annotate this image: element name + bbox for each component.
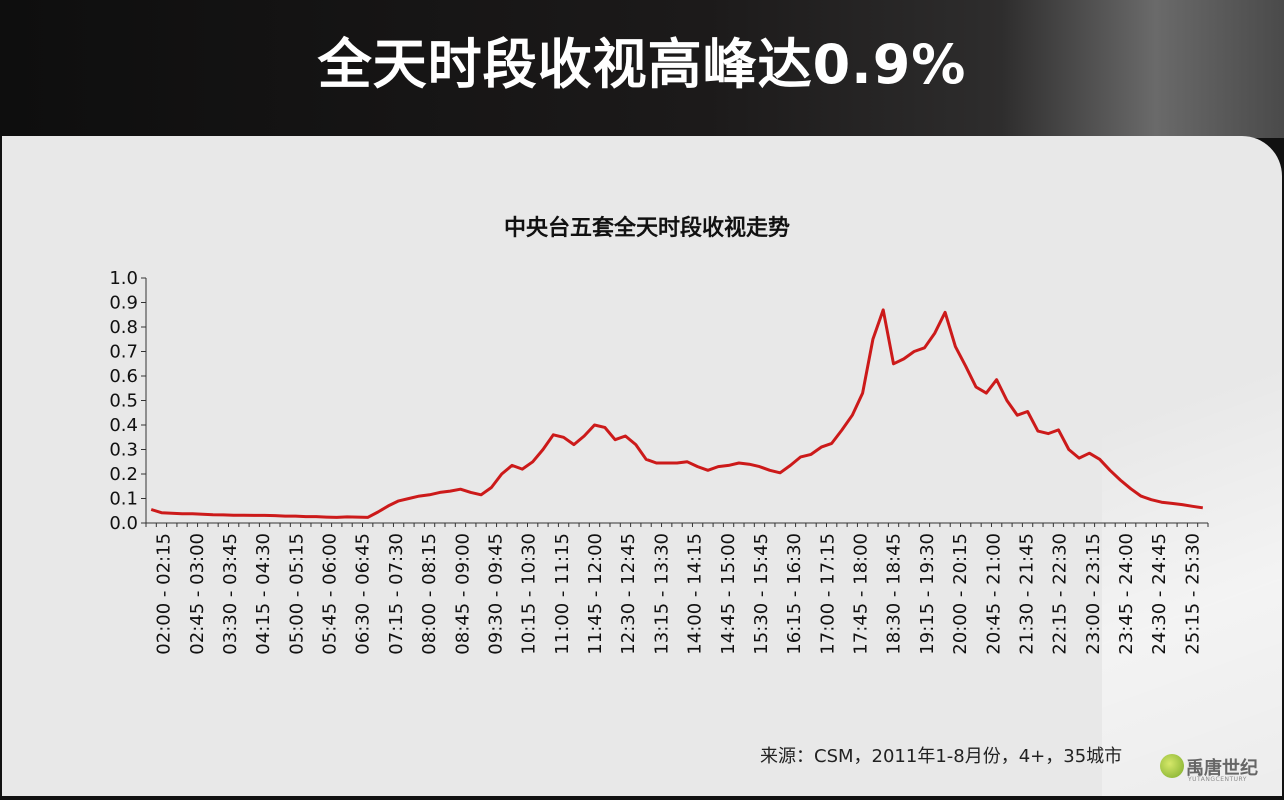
y-tick-label: 0.3 [109, 440, 138, 461]
x-tick-label: 14:45 - 15:00 [718, 533, 739, 655]
x-tick-label: 13:15 - 13:30 [651, 533, 672, 655]
source-note: 来源：CSM，2011年1-8月份，4+，35城市 [760, 746, 1123, 767]
x-tick-label: 23:45 - 24:00 [1116, 533, 1137, 655]
x-tick-label: 17:00 - 17:15 [817, 533, 838, 655]
x-tick-label: 02:00 - 02:15 [154, 533, 175, 655]
x-tick-label: 08:00 - 08:15 [419, 533, 440, 655]
decorative-swoosh [1102, 136, 1282, 796]
x-tick-label: 14:00 - 14:15 [685, 533, 706, 655]
x-tick-label: 10:15 - 10:30 [519, 533, 540, 655]
x-tick-label: 23:00 - 23:15 [1083, 533, 1104, 655]
x-tick-label: 21:30 - 21:45 [1016, 533, 1037, 655]
x-tick-label: 22:15 - 22:30 [1050, 533, 1071, 655]
x-tick-label: 09:30 - 09:45 [485, 533, 506, 655]
x-tick-label: 11:45 - 12:00 [585, 533, 606, 655]
x-tick-label: 16:15 - 16:30 [784, 533, 805, 655]
y-tick-label: 0.4 [109, 415, 138, 436]
y-tick-label: 0.7 [109, 342, 138, 363]
x-tick-label: 08:45 - 09:00 [452, 533, 473, 655]
chart-title: 中央台五套全天时段收视走势 [504, 215, 790, 241]
x-tick-label: 20:45 - 21:00 [983, 533, 1004, 655]
x-tick-label: 11:00 - 11:15 [552, 533, 573, 655]
x-tick-label: 03:30 - 03:45 [220, 533, 241, 655]
x-tick-label: 25:15 - 25:30 [1182, 533, 1203, 655]
x-tick-label: 18:30 - 18:45 [884, 533, 905, 655]
y-tick-label: 0.9 [109, 293, 138, 314]
y-tick-label: 0.8 [109, 317, 138, 338]
x-tick-label: 06:30 - 06:45 [353, 533, 374, 655]
y-tick-label: 0.1 [109, 489, 138, 510]
chart-panel [2, 136, 1282, 796]
page-title: 全天时段收视高峰达0.9% [317, 33, 967, 96]
x-tick-label: 15:30 - 15:45 [751, 533, 772, 655]
x-tick-label: 20:00 - 20:15 [950, 533, 971, 655]
x-tick-label: 12:30 - 12:45 [618, 533, 639, 655]
brand-logo: 禹唐世纪 YUTANGCENTURY [1160, 748, 1278, 788]
y-tick-label: 0.2 [109, 464, 138, 485]
series-line [150, 308, 1204, 519]
x-tick-label: 02:45 - 03:00 [187, 533, 208, 655]
x-tick-label: 19:15 - 19:30 [917, 533, 938, 655]
y-tick-label: 0.6 [109, 366, 138, 387]
x-tick-label: 24:30 - 24:45 [1149, 533, 1170, 655]
x-tick-label: 07:15 - 07:30 [386, 533, 407, 655]
x-tick-label: 04:15 - 04:30 [253, 533, 274, 655]
logo-mark-icon [1160, 754, 1184, 778]
y-tick-label: 0.5 [109, 391, 138, 412]
y-tick-label: 0.0 [109, 513, 138, 534]
x-tick-label: 17:45 - 18:00 [851, 533, 872, 655]
logo-name: 禹唐世纪 [1186, 758, 1258, 779]
x-tick-label: 05:00 - 05:15 [286, 533, 307, 655]
logo-subtitle: YUTANGCENTURY [1188, 776, 1247, 783]
x-tick-label: 05:45 - 06:00 [320, 533, 341, 655]
header-bar: 全天时段收视高峰达0.9% [0, 0, 1284, 138]
y-tick-label: 1.0 [109, 268, 138, 289]
